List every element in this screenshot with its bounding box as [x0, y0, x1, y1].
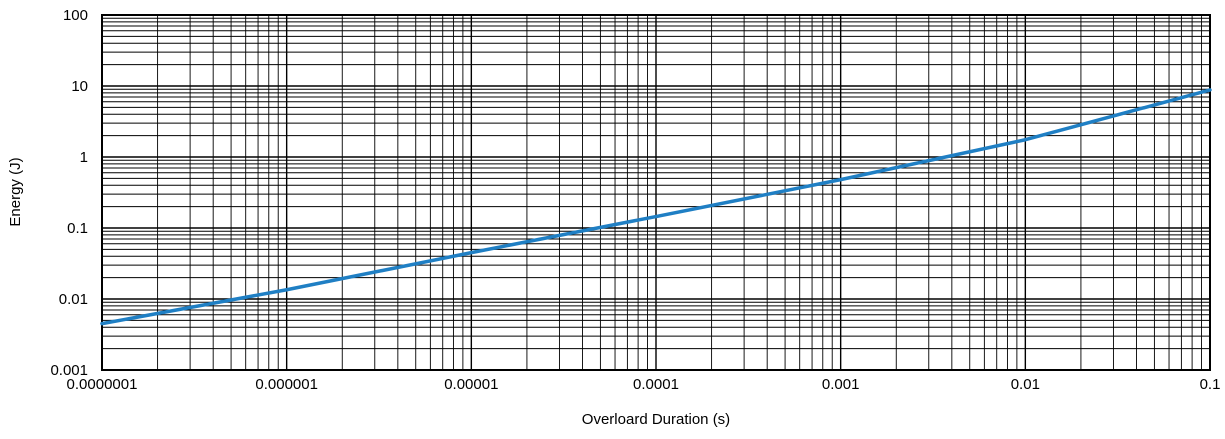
y-tick-label: 0.001 — [50, 362, 88, 379]
x-axis-title: Overloard Duration (s) — [582, 411, 730, 428]
y-tick-label: 1 — [80, 149, 88, 166]
y-tick-label: 10 — [71, 78, 88, 95]
x-tick-label: 0.00001 — [444, 376, 498, 393]
x-tick-label: 0.01 — [1011, 376, 1040, 393]
grid — [101, 15, 1210, 371]
series-line-0 — [100, 88, 1212, 326]
y-tick-labels: 0.001 0.01 0.1 1 10 100 — [50, 7, 88, 379]
y-axis-title: Energy (J) — [7, 157, 24, 226]
plot-frame — [101, 14, 1211, 371]
x-tick-label: 0.001 — [822, 376, 860, 393]
x-tick-label: 0.0001 — [633, 376, 679, 393]
y-tick-label: 0.1 — [67, 220, 88, 237]
series-layer — [100, 88, 1212, 326]
x-tick-label: 0.1 — [1200, 376, 1221, 393]
x-tick-labels: 0.0000001 0.000001 0.00001 0.0001 0.001 0.01 0… — [67, 376, 1221, 393]
y-tick-label: 0.01 — [59, 291, 88, 308]
x-tick-label: 0.000001 — [255, 376, 318, 393]
y-tick-label: 100 — [63, 7, 88, 24]
x-tick-label: 0.0000001 — [67, 376, 138, 393]
